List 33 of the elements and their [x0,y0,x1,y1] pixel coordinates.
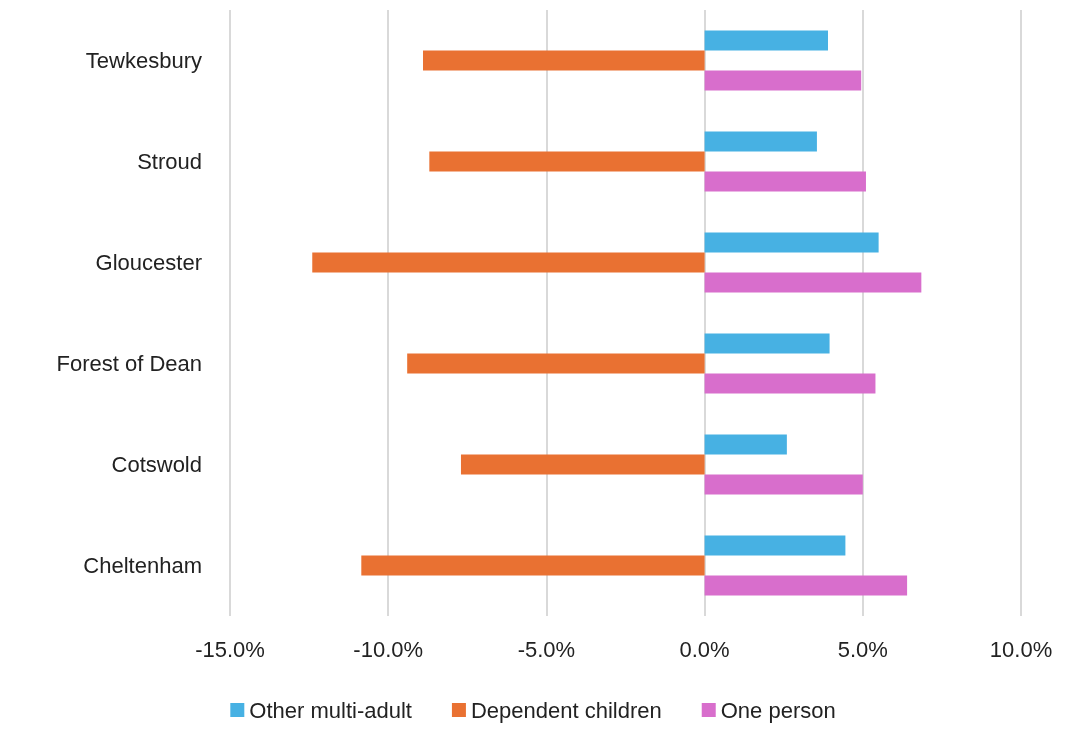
bar [361,555,705,576]
y-tick-label: Stroud [137,149,202,174]
bar [704,171,866,192]
x-tick-label: 0.0% [679,636,730,662]
legend-label: One person [720,697,836,723]
bar [423,50,705,71]
bar [704,232,879,253]
x-tick-label: -10.0% [353,636,424,662]
y-tick-label: Cheltenham [83,553,202,578]
bar [704,434,787,455]
bar [704,575,908,596]
bar [704,272,922,293]
bar [312,252,705,273]
bar [704,373,876,394]
bar [429,151,705,172]
bar [704,333,830,354]
legend-label: Other multi-adult [249,697,412,723]
y-tick-label: Cotswold [111,452,202,477]
x-tick-label: 5.0% [837,636,888,662]
legend-label: Dependent children [470,697,662,723]
bar [704,535,846,556]
y-tick-label: Tewkesbury [85,48,202,73]
bar [704,474,863,495]
x-tick-label: -15.0% [195,636,265,662]
x-tick-label: -5.0% [517,636,576,662]
y-tick-label: Gloucester [95,250,202,275]
bar [407,353,705,374]
x-tick-label: 10.0% [989,636,1053,662]
bar [460,454,705,475]
y-tick-label: Forest of Dean [56,351,202,376]
bar [704,70,862,91]
bar [704,30,828,51]
bar [704,131,817,152]
